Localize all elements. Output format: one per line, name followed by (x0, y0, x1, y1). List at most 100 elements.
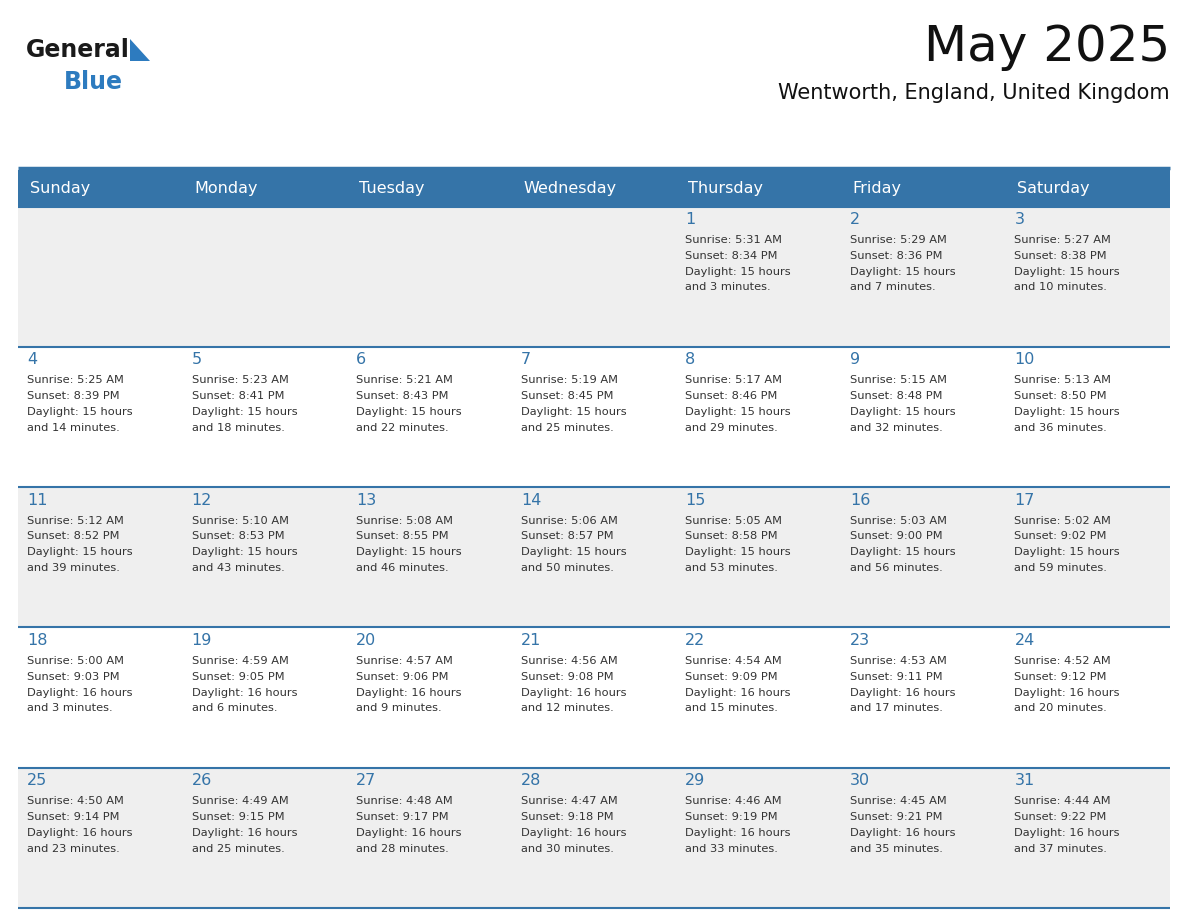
Bar (18, 767, 183, 908)
Text: Sunrise: 5:19 AM: Sunrise: 5:19 AM (520, 375, 618, 386)
Bar (347, 347, 512, 487)
Text: Sunrise: 4:47 AM: Sunrise: 4:47 AM (520, 796, 618, 806)
Text: Sunrise: 4:50 AM: Sunrise: 4:50 AM (27, 796, 124, 806)
Text: Sunset: 8:41 PM: Sunset: 8:41 PM (191, 391, 284, 401)
Text: Sunrise: 5:13 AM: Sunrise: 5:13 AM (1015, 375, 1112, 386)
Bar (841, 170, 1005, 207)
Text: and 30 minutes.: and 30 minutes. (520, 844, 614, 854)
Text: Sunrise: 4:49 AM: Sunrise: 4:49 AM (191, 796, 289, 806)
Text: Sunset: 9:00 PM: Sunset: 9:00 PM (849, 532, 942, 542)
Bar (18, 487, 183, 627)
Text: Sunrise: 5:08 AM: Sunrise: 5:08 AM (356, 516, 453, 526)
Text: 26: 26 (191, 773, 211, 789)
Bar (347, 627, 512, 767)
Text: Daylight: 15 hours: Daylight: 15 hours (849, 266, 955, 276)
Text: Sunrise: 4:46 AM: Sunrise: 4:46 AM (685, 796, 782, 806)
Text: Sunrise: 5:29 AM: Sunrise: 5:29 AM (849, 235, 947, 245)
Text: Daylight: 16 hours: Daylight: 16 hours (685, 688, 791, 698)
Bar (512, 207, 676, 347)
Bar (1005, 207, 1170, 347)
Text: and 12 minutes.: and 12 minutes. (520, 703, 613, 713)
Text: Daylight: 15 hours: Daylight: 15 hours (27, 547, 133, 557)
Text: Daylight: 16 hours: Daylight: 16 hours (685, 828, 791, 838)
Text: Sunrise: 5:06 AM: Sunrise: 5:06 AM (520, 516, 618, 526)
Text: and 6 minutes.: and 6 minutes. (191, 703, 277, 713)
Text: Sunrise: 4:59 AM: Sunrise: 4:59 AM (191, 655, 289, 666)
Text: Sunrise: 5:25 AM: Sunrise: 5:25 AM (27, 375, 124, 386)
Text: Sunset: 8:34 PM: Sunset: 8:34 PM (685, 251, 778, 261)
Text: Daylight: 16 hours: Daylight: 16 hours (1015, 828, 1120, 838)
Text: Sunset: 9:11 PM: Sunset: 9:11 PM (849, 672, 942, 682)
Text: 31: 31 (1015, 773, 1035, 789)
Text: 2: 2 (849, 212, 860, 227)
Text: Sunrise: 5:15 AM: Sunrise: 5:15 AM (849, 375, 947, 386)
Text: Daylight: 15 hours: Daylight: 15 hours (27, 407, 133, 417)
Text: Wednesday: Wednesday (523, 181, 617, 196)
Bar (512, 487, 676, 627)
Text: and 15 minutes.: and 15 minutes. (685, 703, 778, 713)
Text: and 3 minutes.: and 3 minutes. (27, 703, 113, 713)
Text: 8: 8 (685, 353, 696, 367)
Text: Daylight: 15 hours: Daylight: 15 hours (356, 407, 462, 417)
Text: 29: 29 (685, 773, 706, 789)
Text: and 53 minutes.: and 53 minutes. (685, 563, 778, 573)
Text: Sunrise: 5:21 AM: Sunrise: 5:21 AM (356, 375, 453, 386)
Text: Sunset: 8:57 PM: Sunset: 8:57 PM (520, 532, 613, 542)
Text: Daylight: 16 hours: Daylight: 16 hours (191, 828, 297, 838)
Text: Daylight: 16 hours: Daylight: 16 hours (27, 828, 133, 838)
Bar (18, 170, 183, 207)
Text: 14: 14 (520, 493, 542, 508)
Text: and 33 minutes.: and 33 minutes. (685, 844, 778, 854)
Text: Sunrise: 5:02 AM: Sunrise: 5:02 AM (1015, 516, 1111, 526)
Bar (841, 627, 1005, 767)
Text: 4: 4 (27, 353, 37, 367)
Text: 9: 9 (849, 353, 860, 367)
Text: 23: 23 (849, 633, 870, 648)
Text: Daylight: 15 hours: Daylight: 15 hours (520, 547, 626, 557)
Text: Sunrise: 5:12 AM: Sunrise: 5:12 AM (27, 516, 124, 526)
Text: Daylight: 15 hours: Daylight: 15 hours (191, 547, 297, 557)
Text: 15: 15 (685, 493, 706, 508)
Bar (512, 170, 676, 207)
Text: Daylight: 15 hours: Daylight: 15 hours (356, 547, 462, 557)
Bar (183, 347, 347, 487)
Text: 16: 16 (849, 493, 871, 508)
Text: Thursday: Thursday (688, 181, 763, 196)
Bar (512, 347, 676, 487)
Text: Sunset: 9:17 PM: Sunset: 9:17 PM (356, 812, 449, 822)
Text: and 39 minutes.: and 39 minutes. (27, 563, 120, 573)
Text: May 2025: May 2025 (924, 23, 1170, 71)
Text: Daylight: 16 hours: Daylight: 16 hours (849, 828, 955, 838)
Text: Daylight: 16 hours: Daylight: 16 hours (191, 688, 297, 698)
Bar (1005, 347, 1170, 487)
Text: and 29 minutes.: and 29 minutes. (685, 422, 778, 432)
Text: Sunrise: 4:56 AM: Sunrise: 4:56 AM (520, 655, 618, 666)
Text: Sunset: 9:19 PM: Sunset: 9:19 PM (685, 812, 778, 822)
Bar (841, 347, 1005, 487)
Text: Tuesday: Tuesday (359, 181, 424, 196)
Text: Sunset: 9:06 PM: Sunset: 9:06 PM (356, 672, 449, 682)
Text: Sunset: 9:12 PM: Sunset: 9:12 PM (1015, 672, 1107, 682)
Text: Sunset: 8:58 PM: Sunset: 8:58 PM (685, 532, 778, 542)
Bar (512, 627, 676, 767)
Text: 13: 13 (356, 493, 377, 508)
Text: Daylight: 15 hours: Daylight: 15 hours (849, 547, 955, 557)
Text: and 37 minutes.: and 37 minutes. (1015, 844, 1107, 854)
Text: Sunset: 8:55 PM: Sunset: 8:55 PM (356, 532, 449, 542)
Text: Sunrise: 4:53 AM: Sunrise: 4:53 AM (849, 655, 947, 666)
Bar (676, 347, 841, 487)
Bar (183, 767, 347, 908)
Bar (18, 207, 183, 347)
Text: and 43 minutes.: and 43 minutes. (191, 563, 284, 573)
Text: Sunset: 9:09 PM: Sunset: 9:09 PM (685, 672, 778, 682)
Text: Sunrise: 4:48 AM: Sunrise: 4:48 AM (356, 796, 453, 806)
Text: 30: 30 (849, 773, 870, 789)
Text: Sunset: 9:08 PM: Sunset: 9:08 PM (520, 672, 613, 682)
Text: Sunset: 9:21 PM: Sunset: 9:21 PM (849, 812, 942, 822)
Text: Daylight: 15 hours: Daylight: 15 hours (1015, 547, 1120, 557)
Bar (841, 487, 1005, 627)
Text: Daylight: 15 hours: Daylight: 15 hours (520, 407, 626, 417)
Text: and 14 minutes.: and 14 minutes. (27, 422, 120, 432)
Text: 24: 24 (1015, 633, 1035, 648)
Bar (1005, 487, 1170, 627)
